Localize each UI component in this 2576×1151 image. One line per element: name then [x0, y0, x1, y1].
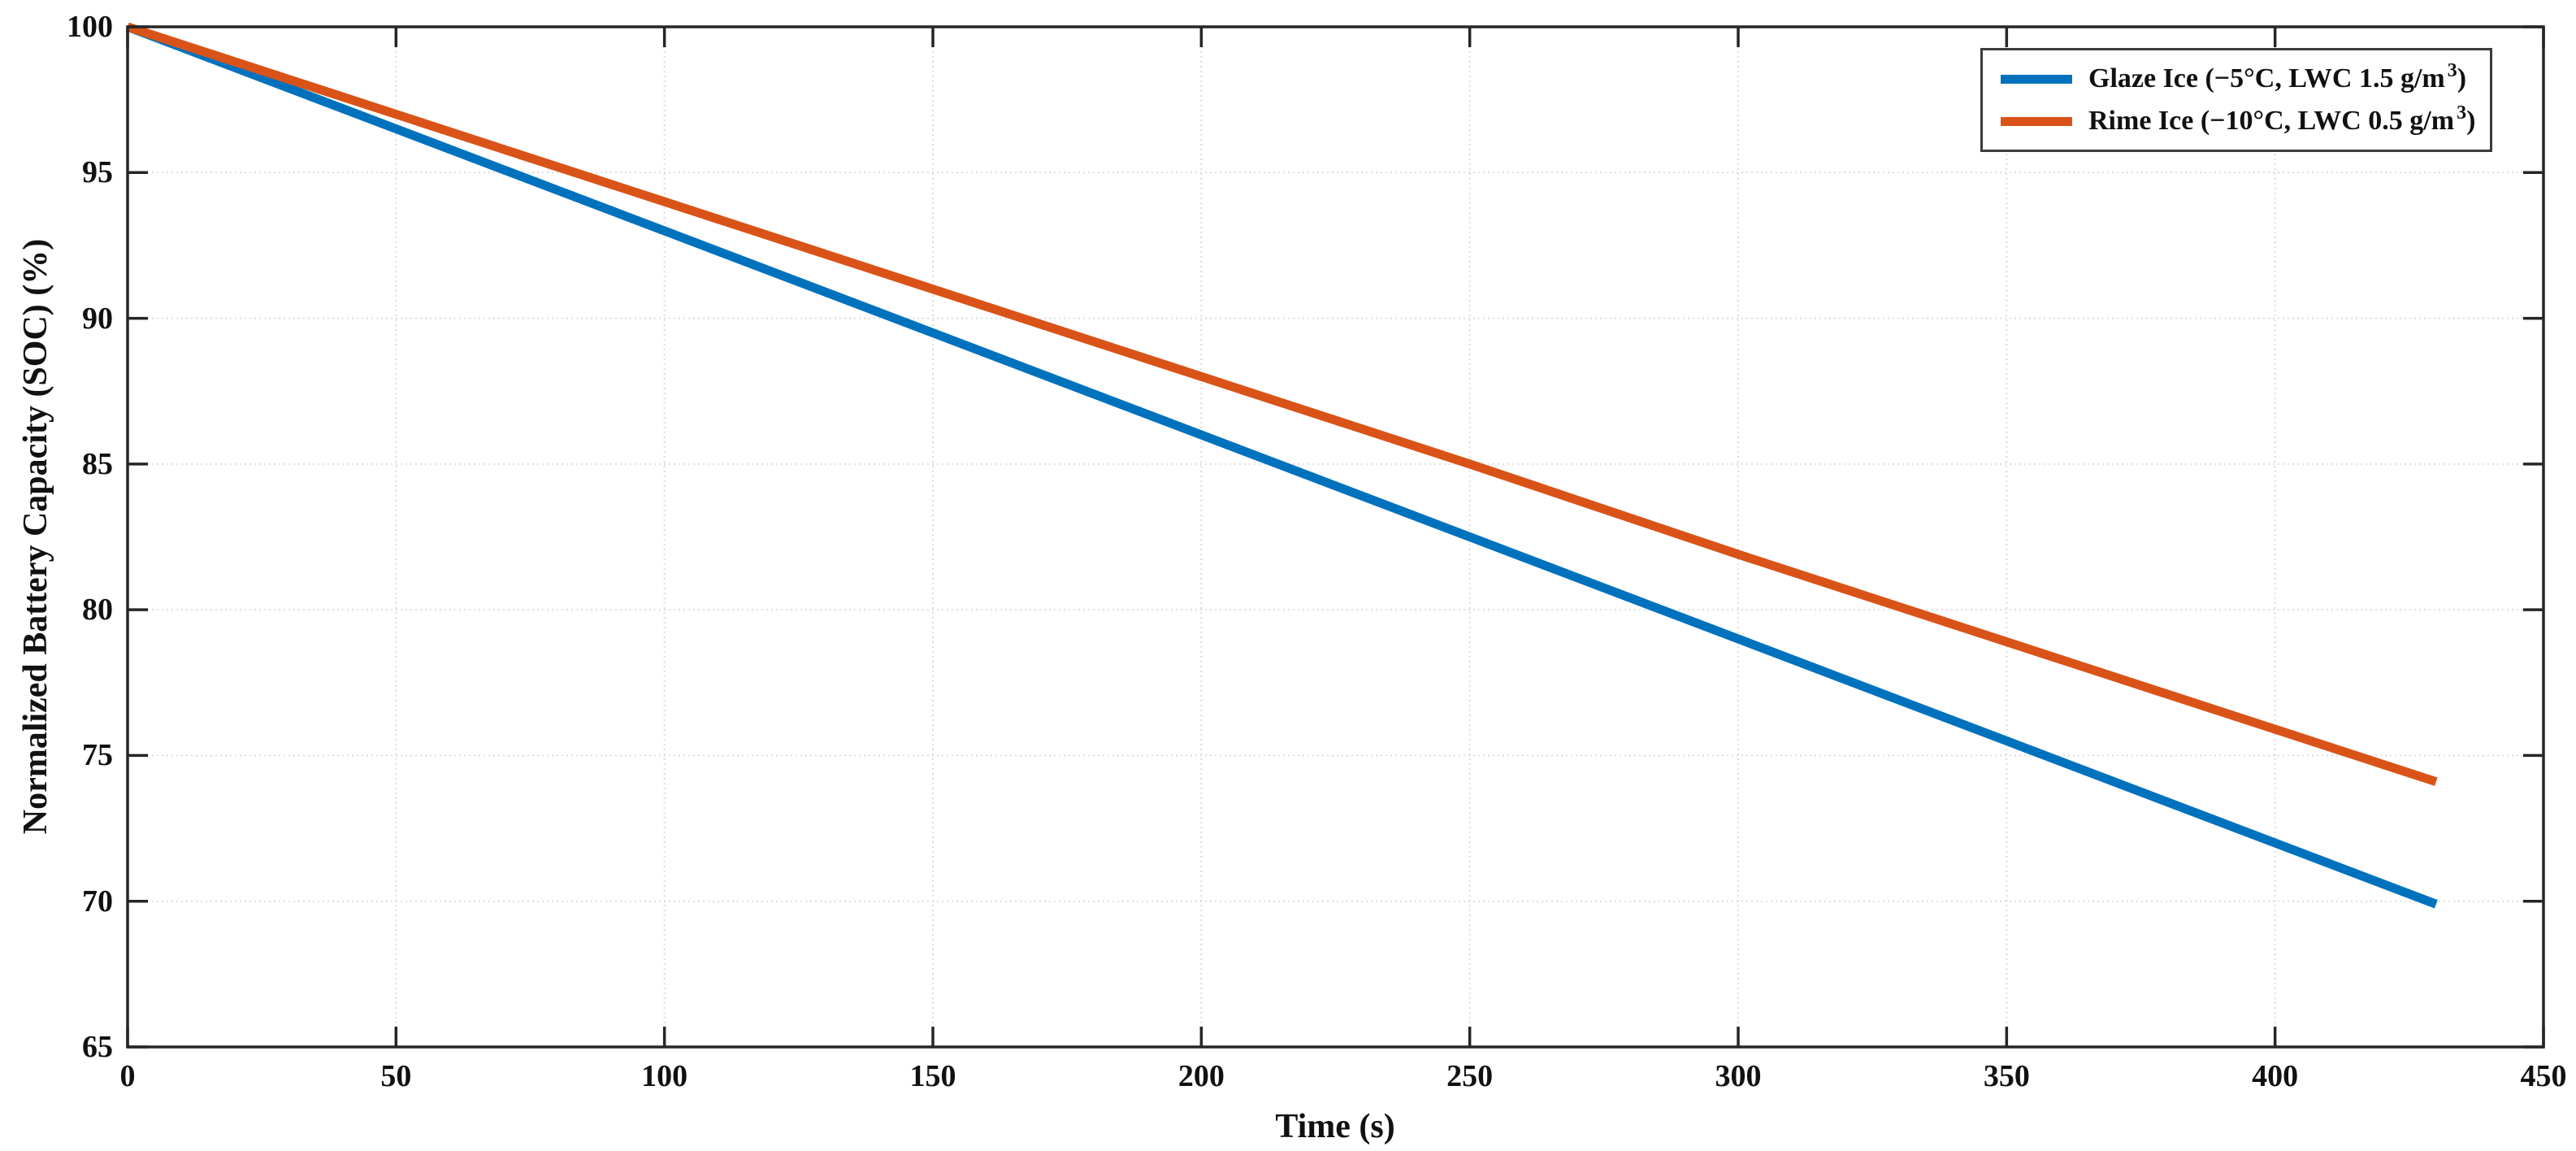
legend-label-rime: Rime Ice (−10°C, LWC 0.5 g/m 3)	[2088, 103, 2476, 136]
x-tick-label: 200	[1177, 1059, 1225, 1093]
legend-label-glaze: Glaze Ice (−5°C, LWC 1.5 g/m 3)	[2088, 61, 2467, 93]
y-tick-label: 90	[82, 301, 113, 336]
y-axis-label: Normalized Battery Capacity (SOC) (%)	[17, 238, 54, 835]
x-axis-label: Time (s)	[1275, 1108, 1395, 1145]
legend-label-superscript: 3	[2457, 102, 2467, 124]
legend-item-rime: Rime Ice (−10°C, LWC 0.5 g/m 3)	[2001, 103, 2476, 136]
legend-label-text: )	[2457, 63, 2467, 93]
x-tick-label: 50	[380, 1059, 412, 1093]
y-tick-label: 65	[82, 1030, 113, 1064]
legend-label-text: Rime Ice (−10°C, LWC 0.5 g/m	[2088, 106, 2455, 136]
x-tick-label: 450	[2520, 1059, 2567, 1093]
rime-line-swatch	[2001, 116, 2072, 126]
x-tick-label: 300	[1715, 1059, 1762, 1093]
y-tick-label: 75	[82, 738, 113, 773]
legend-label-superscript: 3	[2447, 60, 2457, 81]
legend-label-text: Glaze Ice (−5°C, LWC 1.5 g/m	[2088, 63, 2445, 93]
glaze-line-swatch	[2001, 74, 2072, 84]
y-tick-label: 100	[67, 10, 113, 44]
y-tick-label: 70	[82, 884, 113, 919]
y-tick-label: 85	[82, 446, 113, 481]
x-tick-label: 0	[119, 1059, 136, 1093]
legend-item-glaze: Glaze Ice (−5°C, LWC 1.5 g/m 3)	[2001, 61, 2472, 93]
legend-label-text: )	[2466, 106, 2476, 136]
x-tick-label: 350	[1983, 1059, 2030, 1093]
x-tick-label: 100	[641, 1059, 688, 1093]
y-tick-label: 80	[82, 593, 113, 628]
y-tick-label: 95	[82, 155, 113, 190]
x-tick-label: 150	[909, 1059, 956, 1093]
legend: Glaze Ice (−5°C, LWC 1.5 g/m 3) Rime Ice …	[1980, 48, 2492, 152]
x-tick-label: 250	[1446, 1059, 1494, 1093]
x-tick-label: 400	[2252, 1059, 2299, 1093]
